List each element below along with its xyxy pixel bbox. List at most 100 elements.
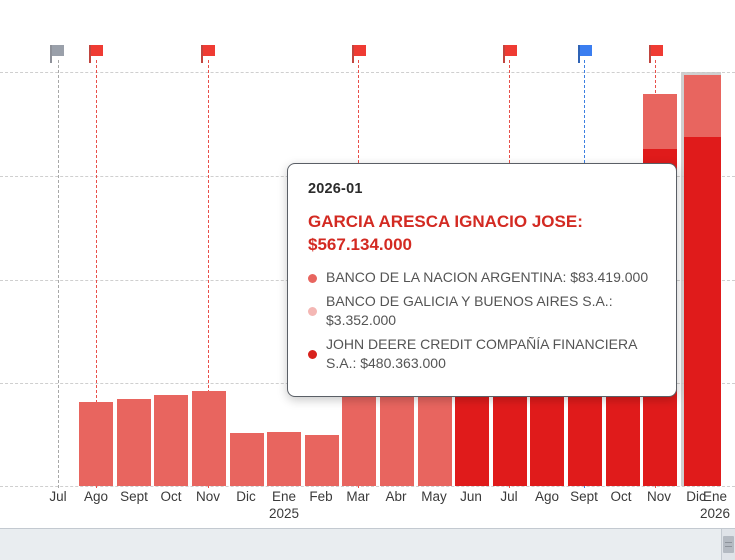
x-tick-may: May [421,489,447,504]
tooltip-row-text: JOHN DEERE CREDIT COMPAÑÍA FINANCIERA S.… [326,335,637,372]
x-tick-sept: Sept [120,489,148,504]
x-tick-jul: Jul [49,489,67,504]
tooltip-entity-total: GARCIA ARESCA IGNACIO JOSE: $567.134.000 [308,210,658,256]
flag-cloth [52,45,64,56]
tooltip-row-text: BANCO DE GALICIA Y BUENOS AIRES S.A.: $3… [326,292,613,329]
marker-line-gray [58,60,59,488]
bar-segment-johndeere [568,387,602,486]
scrollbar-track[interactable] [721,529,735,560]
tooltip-row: BANCO DE GALICIA Y BUENOS AIRES S.A.: $3… [308,292,658,331]
red-flag-icon[interactable] [89,45,103,63]
flag-cloth [203,45,215,56]
bar-segment-nacion [305,435,339,486]
x-tick-feb: Feb [309,489,333,504]
scrollbar-thumb[interactable] [723,536,734,553]
bar-column[interactable] [568,387,602,486]
bar-chart[interactable]: Jul Ago Sept Oct Nov Dic Ene 2025 Feb Ma… [0,0,735,524]
x-tick-mar: Mar [346,489,370,504]
x-tick-oct-2: Oct [610,489,632,504]
bar-column[interactable] [530,387,564,486]
marker-line-red [96,60,97,488]
x-tick-nov-2: Nov [646,489,671,504]
blue-flag-icon[interactable] [578,45,592,63]
bar-column[interactable] [455,387,489,486]
flag-cloth [354,45,366,56]
bar-column[interactable] [117,399,151,486]
x-axis: Jul Ago Sept Oct Nov Dic Ene 2025 Feb Ma… [0,488,735,528]
bar-segment-johndeere [684,137,721,486]
flag-pole [503,45,505,63]
bar-segment-johndeere [530,387,564,486]
tooltip-amount: $567.134.000 [308,235,412,254]
flag-pole [89,45,91,63]
gridline-horizontal [0,72,735,73]
x-tick-year: 2025 [268,506,300,521]
bar-segment-nacion [643,94,677,149]
bar-segment-nacion [154,395,188,486]
bar-segment-johndeere [455,387,489,486]
x-tick-oct: Oct [160,489,182,504]
bar-column[interactable] [154,395,188,486]
chart-tooltip: 2026-01 GARCIA ARESCA IGNACIO JOSE: $567… [287,163,677,397]
x-tick-year: 2026 [699,506,731,521]
flag-pole [352,45,354,63]
x-tick-dic-2: Dic [686,489,706,504]
x-tick-ene-2025: Ene 2025 [254,488,314,522]
x-tick-jun: Jun [460,489,482,504]
bar-segment-nacion [79,402,113,486]
tooltip-row-text: BANCO DE LA NACION ARGENTINA: $83.419.00… [326,269,649,285]
flag-pole [649,45,651,63]
x-tick-abr: Abr [385,489,407,504]
bar-column[interactable] [230,433,264,486]
bar-column[interactable] [380,387,414,486]
flag-pole [50,45,52,63]
bar-column[interactable] [192,391,226,486]
red-flag-icon[interactable] [503,45,517,63]
flag-pole [201,45,203,63]
legend-dot-icon [308,307,317,316]
tooltip-entity-name: GARCIA ARESCA IGNACIO JOSE: [308,212,583,231]
flag-pole [578,45,580,63]
gridline-axis-baseline [0,486,735,487]
bar-segment-nacion [684,75,721,137]
bar-segment-nacion [230,433,264,486]
tooltip-row: JOHN DEERE CREDIT COMPAÑÍA FINANCIERA S.… [308,335,658,374]
bar-segment-nacion [117,399,151,486]
bar-column[interactable] [493,387,527,486]
flag-cloth [651,45,663,56]
plot-area[interactable] [0,0,735,488]
bar-column[interactable] [342,389,376,486]
legend-dot-icon [308,350,317,359]
red-flag-icon[interactable] [201,45,215,63]
x-tick-sept-2: Sept [570,489,598,504]
bar-column[interactable] [606,387,640,486]
bar-segment-nacion [380,387,414,486]
bar-segment-nacion [342,389,376,486]
x-tick-dic: Dic [236,489,256,504]
x-tick-ago: Ago [83,489,109,504]
bar-column[interactable] [418,387,452,486]
red-flag-icon[interactable] [352,45,366,63]
tooltip-date: 2026-01 [308,181,363,197]
bar-segment-nacion [418,387,452,486]
x-tick-jul-2: Jul [500,489,518,504]
marker-line-red [208,60,209,488]
gray-flag-icon[interactable] [50,45,64,63]
tooltip-row: BANCO DE LA NACION ARGENTINA: $83.419.00… [308,268,658,288]
legend-dot-icon [308,273,317,283]
bar-segment-nacion [192,391,226,486]
bottom-panel [0,528,735,560]
bar-segment-nacion [267,432,301,486]
bar-column[interactable] [267,432,301,486]
x-tick-ene-2026: Ene 2026 [685,488,735,522]
red-flag-icon[interactable] [649,45,663,63]
flag-cloth [91,45,103,56]
flag-cloth [580,45,592,56]
x-tick-ago-2: Ago [534,489,560,504]
bar-column[interactable] [305,435,339,486]
bar-column-highlighted[interactable] [684,75,721,486]
bar-segment-johndeere [493,387,527,486]
bar-column[interactable] [79,402,113,486]
flag-cloth [505,45,517,56]
x-tick-nov: Nov [195,489,220,504]
